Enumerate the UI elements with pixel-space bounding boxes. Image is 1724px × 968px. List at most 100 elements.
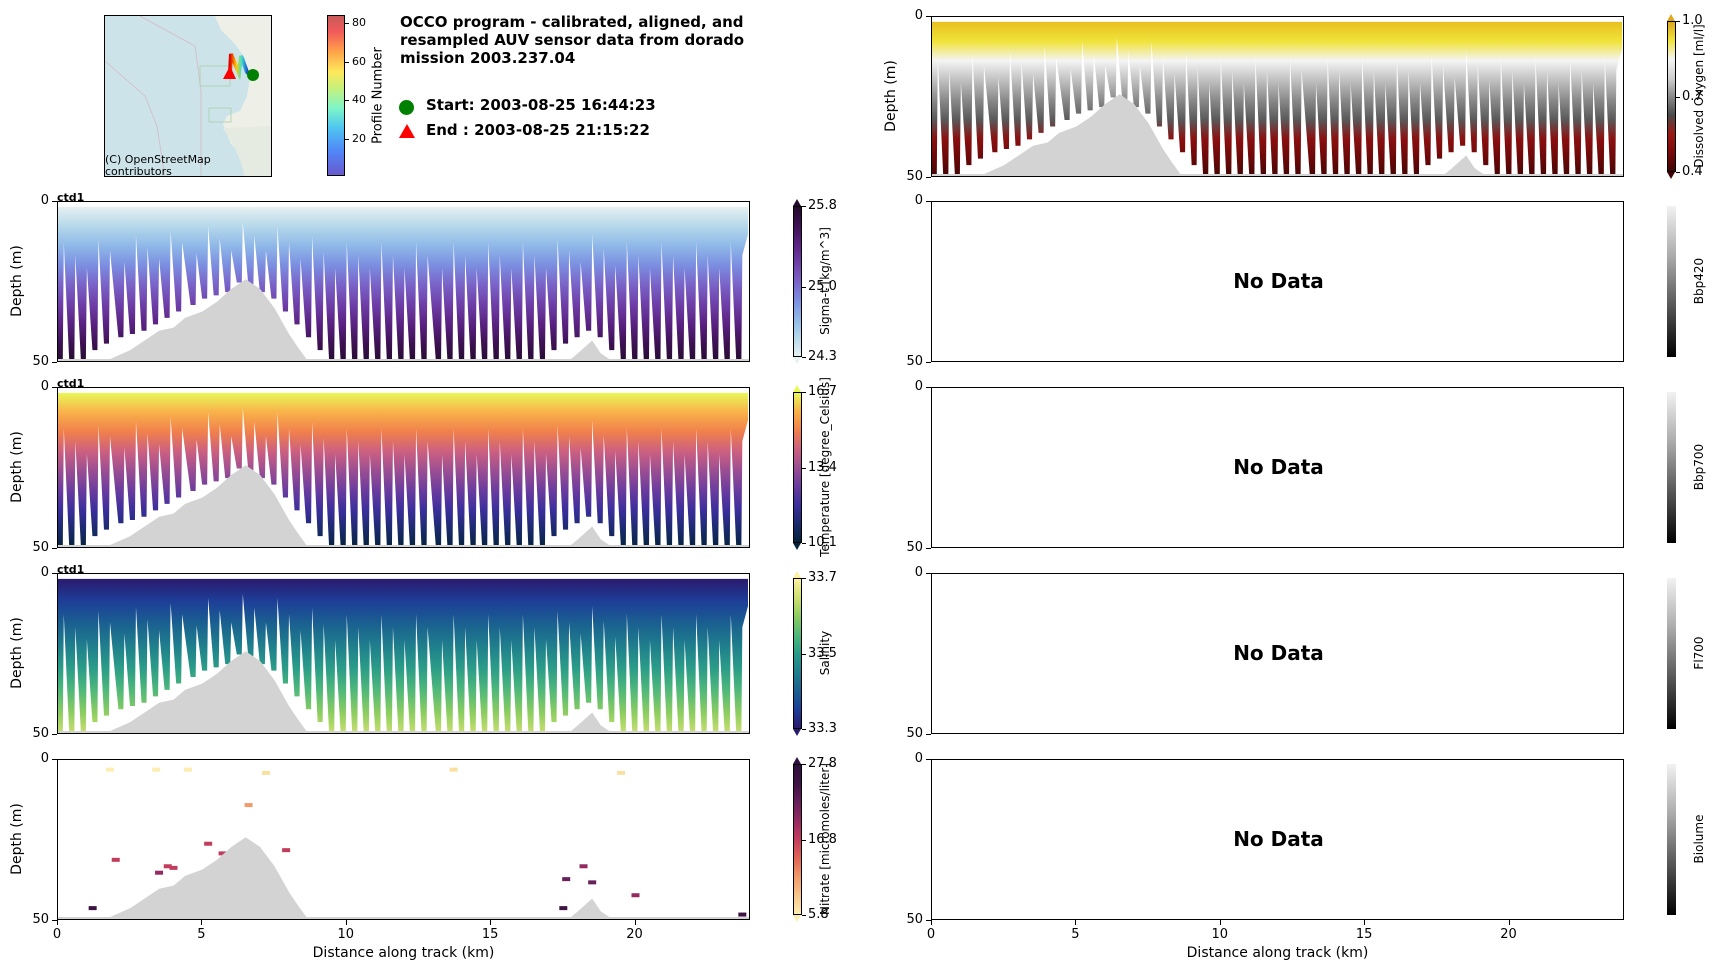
y-tick-label: 50 [906, 169, 923, 184]
y-axis-label: Depth (m) [9, 616, 25, 689]
panel-fl700: No Data [931, 573, 1624, 734]
start-marker-icon [247, 69, 259, 81]
salinity-data-field [58, 578, 748, 733]
bbp420-colorbar [1667, 206, 1676, 357]
x-axis-label: Distance along track (km) [312, 945, 495, 961]
nitrate-sample [738, 912, 747, 917]
biolume-colorbar-label: Biolume [1692, 814, 1706, 863]
no-data-label: No Data [1233, 268, 1324, 293]
y-tick-mark [52, 548, 57, 549]
x-tick-label: 5 [197, 927, 206, 942]
colorbar-tick-mark [802, 839, 806, 841]
y-axis-label: Depth (m) [9, 244, 25, 317]
colorbar-tick-label: 0.4 [1682, 164, 1703, 179]
x-tick-label: 20 [1500, 927, 1517, 942]
y-tick-mark [926, 362, 931, 363]
seafloor-strip [58, 359, 749, 361]
profile-colorbar-tick-mark [345, 22, 349, 24]
colorbar-tick-label: 5.8 [808, 907, 829, 922]
colorbar-tick-mark [1676, 21, 1680, 22]
x-tick-mark [634, 920, 636, 925]
map-attribution-line1: (C) OpenStreetMap [105, 153, 211, 166]
dissolved_oxygen-colorbar [1667, 21, 1676, 172]
nitrate-sample [152, 767, 161, 772]
temperature-data-field [58, 392, 748, 547]
y-tick-label: 0 [40, 193, 49, 208]
y-tick-mark [926, 16, 931, 17]
legend-start-marker-icon [399, 100, 414, 115]
y-tick-mark [926, 387, 931, 388]
panel-nitrate [57, 759, 750, 920]
y-tick-label: 50 [32, 912, 49, 927]
figure-title: OCCO program - calibrated, aligned, and … [400, 13, 780, 67]
nitrate-colorbar-label: Nitrate [micromoles/liter] [818, 762, 832, 915]
bathymetry-fill [105, 837, 613, 919]
nitrate-plot [58, 767, 749, 919]
y-tick-mark [52, 201, 57, 202]
y-tick-mark [926, 734, 931, 735]
y-tick-label: 0 [40, 751, 49, 766]
bathymetry-fill [105, 651, 613, 733]
y-tick-label: 50 [32, 726, 49, 741]
nitrate-sample [588, 880, 597, 885]
profile-colorbar-tick-mark [345, 100, 349, 102]
legend-end-marker-icon [399, 124, 415, 138]
nitrate-sample [559, 906, 568, 911]
nitrate-colorbar [793, 764, 802, 915]
y-tick-label: 0 [914, 193, 923, 208]
seafloor-strip [58, 731, 749, 733]
y-tick-label: 0 [914, 8, 923, 23]
colorbar-tick-mark [802, 467, 806, 469]
panel-dissolved_oxygen [931, 16, 1624, 177]
profile-colorbar-tick-label: 20 [352, 132, 366, 146]
x-tick-mark [931, 920, 932, 925]
no-data-label: No Data [1233, 826, 1324, 851]
colorbar-tick-mark [802, 578, 806, 579]
y-tick-mark [926, 201, 931, 202]
x-tick-mark [1364, 920, 1366, 925]
nitrate-sample [579, 864, 588, 869]
y-tick-mark [926, 573, 931, 574]
y-tick-mark [52, 920, 57, 921]
map-attribution-line2: contributors [105, 165, 172, 177]
y-tick-mark [52, 734, 57, 735]
x-tick-mark [57, 920, 58, 925]
y-tick-mark [926, 548, 931, 549]
x-tick-label: 10 [1211, 927, 1229, 942]
y-axis-label: Depth (m) [9, 430, 25, 503]
colorbar-tick-mark [802, 206, 806, 207]
colorbar-tick-mark [1676, 96, 1680, 98]
seafloor-strip [932, 174, 1623, 176]
y-tick-label: 50 [32, 540, 49, 555]
track-map: (C) OpenStreetMap contributors [104, 15, 272, 177]
x-tick-mark [1075, 920, 1077, 925]
colorbar-tick-mark [802, 286, 806, 288]
panel-sigma_t [57, 201, 750, 362]
y-tick-mark [52, 573, 57, 574]
y-tick-mark [926, 920, 931, 921]
colorbar-tick-mark [802, 764, 806, 765]
y-tick-mark [52, 759, 57, 760]
profile-colorbar-tick-mark [345, 61, 349, 63]
dissolved_oxygen-plot [932, 21, 1623, 176]
colorbar-extend-max-arrow [793, 571, 801, 578]
colorbar-tick-label: 25.0 [808, 278, 837, 294]
y-tick-label: 0 [914, 565, 923, 580]
nitrate-sample [562, 877, 571, 882]
temperature-plot [58, 392, 749, 547]
colorbar-tick-label: 24.3 [808, 349, 837, 364]
x-tick-mark [1219, 920, 1221, 925]
colorbar-tick-mark [802, 392, 806, 393]
colorbar-tick-label: 33.3 [808, 721, 837, 736]
y-tick-mark [52, 387, 57, 388]
map-attribution: (C) OpenStreetMap contributors [105, 154, 211, 177]
nitrate-sample [155, 870, 164, 875]
y-tick-label: 50 [906, 540, 923, 555]
colorbar-extend-min-arrow [793, 729, 801, 736]
y-tick-label: 0 [914, 379, 923, 394]
sigma_t-colorbar [793, 206, 802, 357]
nitrate-sample [183, 767, 192, 772]
legend-start-label: Start: 2003-08-25 16:44:23 [426, 96, 656, 114]
colorbar-tick-mark [1676, 172, 1680, 173]
x-tick-label: 0 [926, 927, 936, 942]
